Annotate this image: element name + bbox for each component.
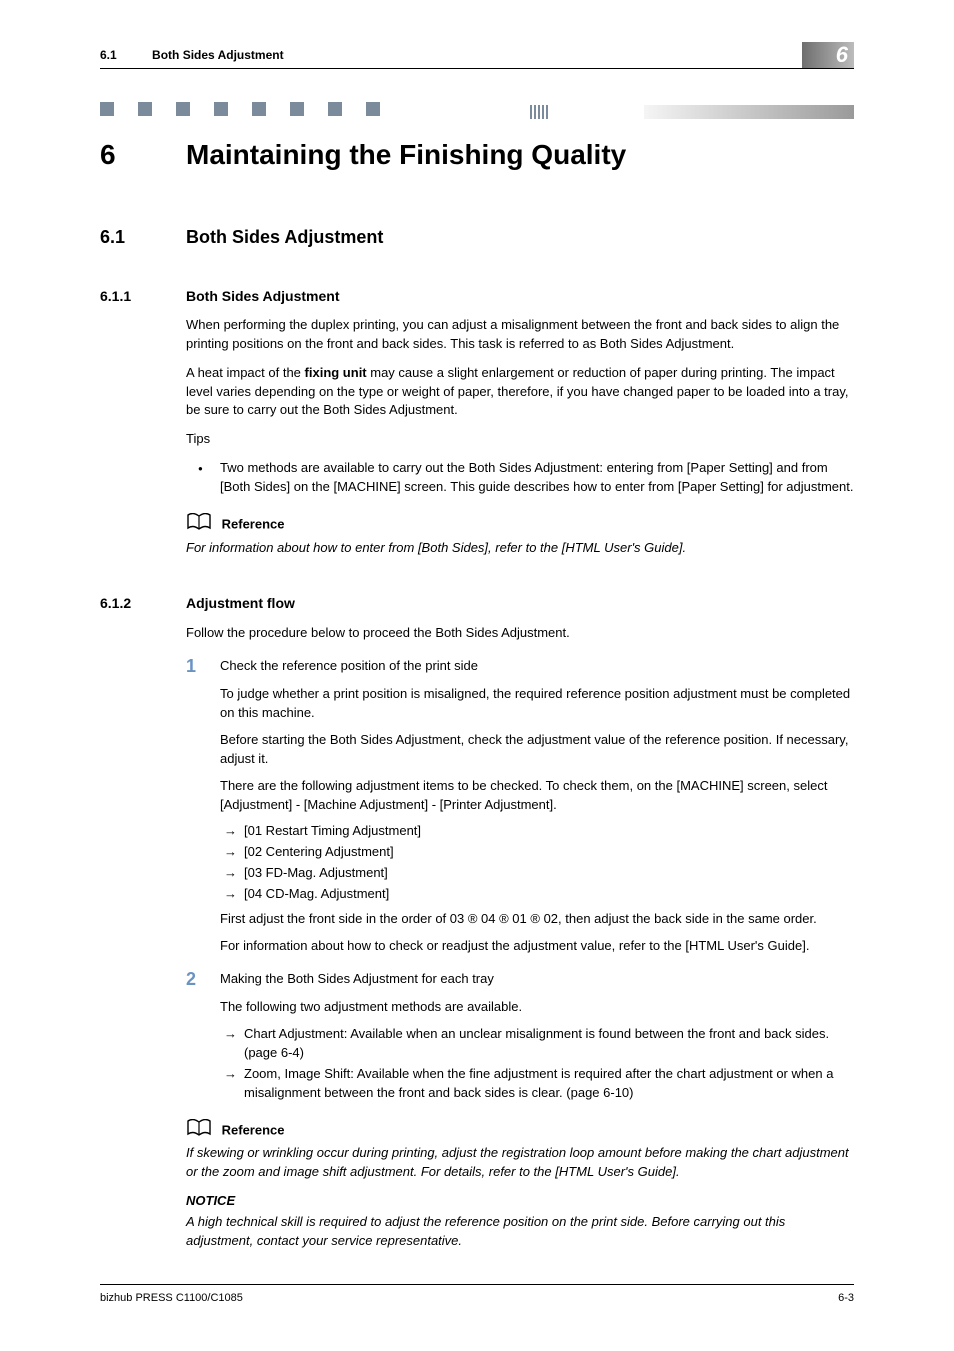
- section-6-1-1-heading: 6.1.1 Both Sides Adjustment: [100, 286, 854, 306]
- chapter-title-text: Maintaining the Finishing Quality: [186, 135, 626, 176]
- section-6-1-1-body: When performing the duplex printing, you…: [186, 316, 854, 497]
- page-footer: bizhub PRESS C1100/C1085 6-3: [100, 1284, 854, 1307]
- header-section-title: Both Sides Adjustment: [152, 48, 284, 62]
- paragraph: To judge whether a print position is mis…: [220, 685, 854, 723]
- paragraph: For information about how to check or re…: [220, 937, 854, 956]
- section-6-1-2-intro: Follow the procedure below to proceed th…: [186, 624, 854, 643]
- chapter-heading: 6 Maintaining the Finishing Quality: [100, 135, 854, 176]
- subsection-number: 6.1.2: [100, 593, 186, 613]
- paragraph: A heat impact of the fixing unit may cau…: [186, 364, 854, 421]
- tips-list: Two methods are available to carry out t…: [186, 459, 854, 497]
- subsection-title-text: Adjustment flow: [186, 593, 295, 613]
- reference-label: Reference: [222, 516, 285, 531]
- subsection-title-text: Both Sides Adjustment: [186, 286, 340, 306]
- book-icon: [186, 513, 212, 537]
- chapter-tab: 6: [802, 42, 854, 68]
- list-item: [01 Restart Timing Adjustment]: [220, 822, 854, 841]
- list-item: Zoom, Image Shift: Available when the fi…: [220, 1065, 854, 1103]
- step-content: Check the reference position of the prin…: [220, 657, 854, 680]
- section-6-1-heading: 6.1 Both Sides Adjustment: [100, 224, 854, 250]
- paragraph: First adjust the front side in the order…: [220, 910, 854, 929]
- step-2: 2 Making the Both Sides Adjustment for e…: [186, 970, 854, 993]
- footer-page-number: 6-3: [838, 1291, 854, 1307]
- subsection-number: 6.1.1: [100, 286, 186, 306]
- book-icon: [186, 1119, 212, 1143]
- decorative-strip: [100, 105, 854, 119]
- reference-block: Reference For information about how to e…: [186, 513, 854, 558]
- header-left: 6.1 Both Sides Adjustment: [100, 47, 284, 64]
- list-item: [03 FD-Mag. Adjustment]: [220, 864, 854, 883]
- step-title: Check the reference position of the prin…: [220, 657, 854, 676]
- reference-text: If skewing or wrinkling occur during pri…: [186, 1144, 854, 1182]
- list-item: [04 CD-Mag. Adjustment]: [220, 885, 854, 904]
- section-title-text: Both Sides Adjustment: [186, 224, 383, 250]
- methods-list: Chart Adjustment: Available when an uncl…: [220, 1025, 854, 1102]
- step-title: Making the Both Sides Adjustment for eac…: [220, 970, 854, 989]
- reference-block-2: Reference If skewing or wrinkling occur …: [186, 1119, 854, 1251]
- step-number: 1: [186, 657, 220, 680]
- chapter-number: 6: [100, 135, 186, 176]
- list-item: Chart Adjustment: Available when an uncl…: [220, 1025, 854, 1063]
- tips-label: Tips: [186, 430, 854, 449]
- footer-product: bizhub PRESS C1100/C1085: [100, 1291, 243, 1307]
- list-item: Two methods are available to carry out t…: [186, 459, 854, 497]
- step-1-detail: To judge whether a print position is mis…: [220, 685, 854, 955]
- paragraph: When performing the duplex printing, you…: [186, 316, 854, 354]
- reference-text: For information about how to enter from …: [186, 539, 854, 558]
- paragraph: There are the following adjustment items…: [220, 777, 854, 815]
- step-number: 2: [186, 970, 220, 993]
- step-2-detail: The following two adjustment methods are…: [220, 998, 854, 1102]
- header-section-number: 6.1: [100, 48, 117, 62]
- notice-label: NOTICE: [186, 1192, 854, 1211]
- paragraph: The following two adjustment methods are…: [220, 998, 854, 1017]
- running-header: 6.1 Both Sides Adjustment 6: [100, 42, 854, 69]
- step-content: Making the Both Sides Adjustment for eac…: [220, 970, 854, 993]
- section-6-1-2-heading: 6.1.2 Adjustment flow: [100, 593, 854, 613]
- section-number: 6.1: [100, 224, 186, 250]
- step-1: 1 Check the reference position of the pr…: [186, 657, 854, 680]
- adjustment-items-list: [01 Restart Timing Adjustment] [02 Cente…: [220, 822, 854, 903]
- reference-label: Reference: [222, 1122, 285, 1137]
- list-item: [02 Centering Adjustment]: [220, 843, 854, 862]
- paragraph: Before starting the Both Sides Adjustmen…: [220, 731, 854, 769]
- notice-text: A high technical skill is required to ad…: [186, 1213, 854, 1251]
- paragraph: Follow the procedure below to proceed th…: [186, 624, 854, 643]
